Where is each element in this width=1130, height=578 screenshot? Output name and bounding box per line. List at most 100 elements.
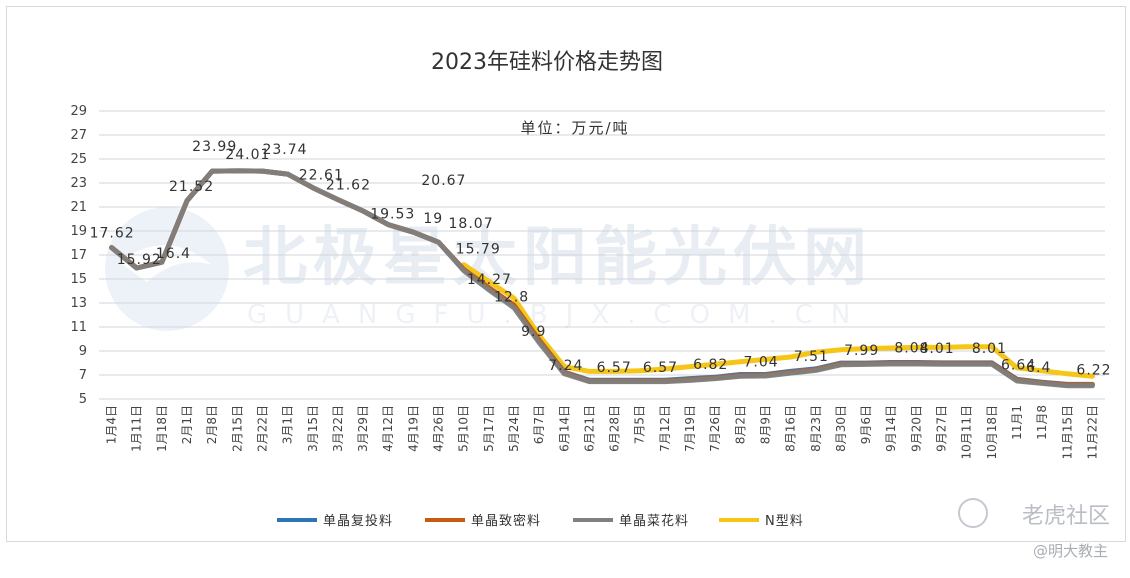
x-tick-label: 11月1 [1010,405,1024,440]
grid-layer [99,110,1105,400]
tiger-logo-icon [958,498,988,528]
data-label: 7.04 [743,355,778,371]
watermark-domain: GUANGFU.BJX.COM.CN [247,300,868,330]
x-tick-label: 9月20日 [909,405,923,452]
unit-label: 单位：万元/吨 [520,119,629,137]
chart-card: 北极星太阳能光伏网 GUANGFU.BJX.COM.CN 2023年硅料价格走势… [6,6,1126,542]
x-tick-label: 8月16日 [784,405,798,452]
watermark-name: 北极星太阳能光伏网 [243,221,873,295]
y-tick-label: 9 [79,344,87,359]
data-label: 6.4 [1026,360,1051,376]
x-tick-label: 8月30日 [834,405,848,452]
y-tick-label: 19 [70,224,87,239]
x-tick-label: 5月24日 [507,405,521,452]
y-tick-label: 15 [70,272,87,287]
chart-svg: 北极星太阳能光伏网 GUANGFU.BJX.COM.CN 2023年硅料价格走势… [70,50,1111,529]
x-tick-label: 8月9日 [758,405,772,444]
y-tick-label: 7 [79,368,87,383]
y-tick-label: 11 [70,320,87,335]
footer-brand: 老虎社区 [1021,504,1110,529]
x-tick-label: 6月28日 [608,405,622,452]
data-label: 19 [423,211,443,227]
data-label: 7.24 [548,358,583,374]
x-tick-label: 9月6日 [859,405,873,444]
y-tick-label: 5 [79,392,87,407]
footer-author: @明大教主 [1032,542,1108,560]
y-tick-label: 17 [70,248,87,263]
y-tick-label: 23 [70,176,87,191]
data-label: 17.62 [90,226,135,242]
data-label: 6.82 [693,357,728,373]
chart-title: 2023年硅料价格走势图 [431,50,663,75]
watermark-logo-icon [105,207,229,331]
data-label: 21.62 [326,178,371,194]
data-label: 24.01 [225,147,270,163]
x-tick-label: 4月12日 [381,405,395,452]
y-axis-ticks: 5 7 9 11 13 15 17 19 21 23 25 27 29 [70,104,87,407]
x-tick-label: 2月8日 [205,405,219,444]
data-label: 7.51 [794,349,829,365]
legend-label: 单晶复投料 [323,513,393,529]
x-tick-label: 6月21日 [582,405,596,452]
data-label: 19.53 [370,207,415,223]
x-tick-label: 7月26日 [708,405,722,452]
legend-label: 单晶菜花料 [619,513,689,529]
x-tick-label: 5月17日 [482,405,496,452]
y-tick-label: 25 [70,152,87,167]
x-tick-label: 9月27日 [935,405,949,452]
series-line-2 [109,168,1095,389]
data-label: 8.04 [894,341,929,357]
data-label: 21.52 [169,179,214,195]
data-label: 22.61 [299,168,344,184]
watermark: 北极星太阳能光伏网 GUANGFU.BJX.COM.CN [105,207,873,331]
series-layer [109,168,1095,389]
x-tick-label: 4月26日 [432,405,446,452]
data-label: 6.57 [643,360,678,376]
data-label: 18.07 [449,216,494,232]
data-label: 9.9 [521,324,546,340]
legend-label: N型料 [765,514,804,529]
data-label: 16.4 [156,246,191,262]
x-tick-label: 4月19日 [406,405,420,452]
x-tick-label: 8月2日 [733,405,747,444]
data-label: 8.01 [972,341,1007,357]
x-tick-label: 7月19日 [683,405,697,452]
legend-label: 单晶致密料 [471,513,541,529]
x-tick-label: 11月8 [1035,405,1049,440]
data-label: 6.22 [1076,362,1111,378]
x-tick-label: 3月29日 [356,405,370,452]
x-tick-label: 1月18日 [155,405,169,452]
data-label: 12.8 [494,289,529,305]
x-tick-label: 2月1日 [180,405,194,444]
data-label: 14.27 [467,272,512,288]
y-tick-label: 21 [70,200,87,215]
x-tick-label: 9月14日 [884,405,898,452]
data-label: 23.74 [262,142,307,158]
legend: 单晶复投料 单晶致密料 单晶菜花料 N型料 [277,513,804,529]
x-tick-label: 2月15日 [230,405,244,452]
x-tick-label: 10月11日 [960,405,974,460]
x-tick-label: 1月4日 [105,405,119,444]
x-tick-label: 6月7日 [532,405,546,444]
x-tick-label: 11月15日 [1060,405,1074,460]
data-label: 15.92 [117,252,162,268]
y-tick-label: 27 [70,128,87,143]
data-label: 8.01 [920,341,955,357]
data-label: 23.99 [192,139,237,155]
x-tick-label: 8月23日 [809,405,823,452]
x-tick-label: 7月5日 [633,405,647,444]
data-label: 6.64 [1001,357,1036,373]
x-tick-label: 1月11日 [130,405,144,452]
x-tick-label: 3月1日 [281,405,295,444]
y-tick-label: 13 [70,296,87,311]
x-tick-label: 3月15日 [306,405,320,452]
series-line-3 [461,262,1095,379]
x-tick-label: 10月18日 [985,405,999,460]
x-tick-label: 3月22日 [331,405,345,452]
x-tick-label: 7月12日 [658,405,672,452]
data-label: 15.79 [456,242,501,258]
data-label: 7.99 [844,343,879,359]
y-tick-label: 29 [70,104,87,119]
data-label: 6.57 [597,360,632,376]
